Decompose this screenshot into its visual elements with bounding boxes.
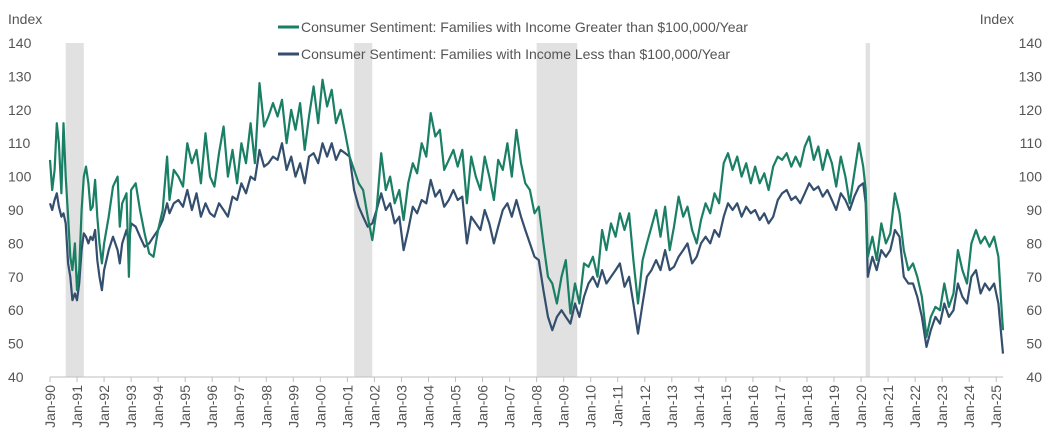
y-tick-right: 110 — [1020, 135, 1043, 151]
x-tick-label: Jan-00 — [312, 385, 328, 428]
x-tick-label: Jan-05 — [448, 385, 464, 428]
x-tick-label: Jan-91 — [69, 385, 85, 428]
x-axis: Jan-90 Jan-91 Jan-92 Jan-93 Jan-94 Jan-95 Jan-… — [42, 377, 1004, 428]
legend-label-high-income: Consumer Sentiment: Families with Income… — [301, 19, 748, 35]
x-tick-label: Jan-92 — [96, 385, 112, 428]
x-tick-label: Jan-01 — [339, 385, 355, 428]
x-tick-label: Jan-02 — [366, 385, 382, 428]
x-tick-label: Jan-23 — [934, 385, 950, 428]
y-tick-left: 90 — [8, 202, 24, 218]
y-axis-left: 40 50 60 70 80 90 100 110 120 130 140 — [8, 35, 32, 385]
y-tick-right: 120 — [1019, 102, 1043, 118]
recession-band-1 — [65, 43, 84, 377]
x-tick-label: Jan-12 — [637, 385, 653, 428]
y-axis-right: 40 50 60 70 80 90 100 110 120 130 140 — [1019, 35, 1043, 385]
x-tick-label: Jan-97 — [231, 385, 247, 428]
x-tick-label: Jan-16 — [745, 385, 761, 428]
y-tick-right: 80 — [1026, 235, 1042, 251]
x-tick-label: Jan-19 — [826, 385, 842, 428]
x-tick-label: Jan-14 — [691, 385, 707, 428]
series-line-low-income — [48, 142, 1005, 354]
x-tick-label: Jan-03 — [393, 385, 409, 428]
legend-label-low-income: Consumer Sentiment: Families with Income… — [301, 46, 730, 62]
x-tick-label: Jan-07 — [502, 385, 518, 428]
recession-band-3 — [536, 43, 578, 377]
x-tick-label: Jan-13 — [664, 385, 680, 428]
y-axis-left-title: Index — [8, 11, 42, 27]
y-tick-right: 130 — [1019, 68, 1043, 84]
y-tick-right: 50 — [1026, 336, 1042, 352]
series-line-high-income — [48, 78, 1005, 338]
x-tick-label: Jan-08 — [529, 385, 545, 428]
x-tick-label: Jan-95 — [177, 385, 193, 428]
y-tick-left: 50 — [8, 336, 24, 352]
x-tick-label: Jan-21 — [880, 385, 896, 428]
x-tick-label: Jan-25 — [988, 385, 1004, 428]
y-tick-left: 120 — [8, 102, 32, 118]
x-tick-label: Jan-18 — [799, 385, 815, 428]
y-tick-right: 40 — [1026, 369, 1042, 385]
x-tick-label: Jan-96 — [204, 385, 220, 428]
y-tick-right: 60 — [1026, 302, 1042, 318]
y-tick-left: 80 — [8, 235, 24, 251]
x-tick-label: Jan-09 — [556, 385, 572, 428]
legend: Consumer Sentiment: Families with Income… — [278, 19, 748, 62]
recession-band-4 — [865, 43, 870, 377]
series-group — [48, 78, 1005, 354]
x-tick-label: Jan-15 — [718, 385, 734, 428]
x-tick-label: Jan-06 — [475, 385, 491, 428]
x-tick-label: Jan-24 — [961, 385, 977, 428]
x-tick-label: Jan-04 — [420, 385, 436, 428]
y-tick-left: 130 — [8, 68, 32, 84]
recession-band-2 — [354, 43, 373, 377]
x-tick-label: Jan-10 — [583, 385, 599, 428]
y-tick-right: 140 — [1019, 35, 1043, 51]
y-tick-left: 40 — [8, 369, 24, 385]
x-tick-label: Jan-17 — [772, 385, 788, 428]
x-tick-label: Jan-20 — [853, 385, 869, 428]
y-axis-right-title: Index — [980, 11, 1014, 27]
y-tick-right: 100 — [1019, 169, 1043, 185]
y-tick-left: 110 — [8, 135, 31, 151]
y-tick-left: 140 — [8, 35, 32, 51]
x-tick-label: Jan-93 — [123, 385, 139, 428]
x-tick-label: Jan-94 — [150, 385, 166, 428]
x-tick-label: Jan-98 — [258, 385, 274, 428]
y-tick-right: 90 — [1026, 202, 1042, 218]
x-tick-label: Jan-22 — [907, 385, 923, 428]
x-tick-label: Jan-11 — [610, 385, 626, 427]
y-tick-left: 70 — [8, 269, 24, 285]
y-tick-left: 100 — [8, 169, 32, 185]
x-tick-label: Jan-99 — [285, 385, 301, 428]
y-tick-right: 70 — [1026, 269, 1042, 285]
x-tick-label: Jan-90 — [42, 385, 58, 428]
y-tick-left: 60 — [8, 302, 24, 318]
